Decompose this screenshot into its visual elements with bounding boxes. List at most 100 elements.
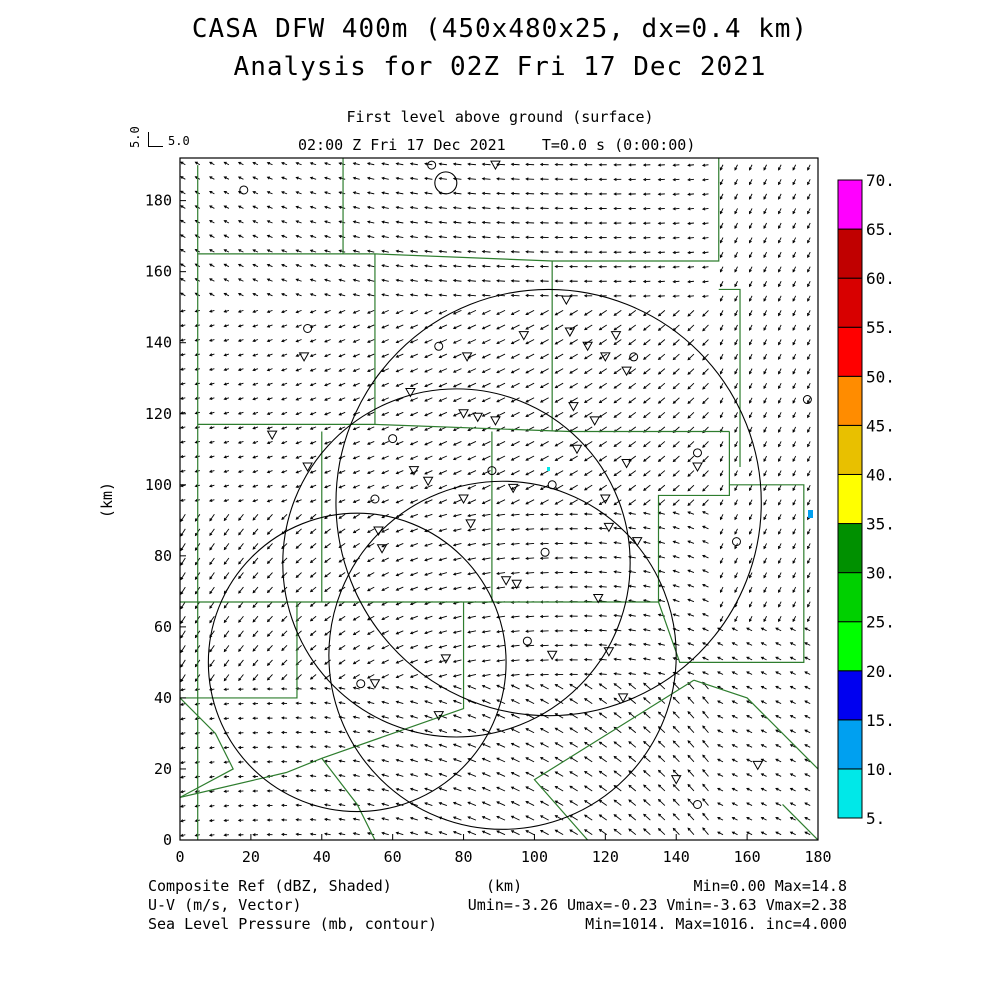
wind-vector-head	[496, 413, 500, 417]
wind-vector-head	[381, 729, 385, 733]
wind-vector	[687, 569, 695, 573]
wind-vector	[792, 499, 797, 506]
wind-vector-head	[281, 618, 285, 622]
wind-vector	[763, 586, 768, 593]
wind-vector-head	[657, 386, 662, 390]
wind-vector	[353, 803, 360, 806]
wind-vector-head	[657, 755, 662, 759]
colorbar-label: 65.	[866, 220, 895, 239]
wind-vector	[525, 771, 535, 777]
wind-vector	[396, 177, 404, 180]
station-triangle-marker	[518, 331, 530, 341]
wind-vector-head	[657, 696, 662, 701]
wind-vector	[439, 324, 448, 329]
wind-vector	[702, 798, 709, 806]
station-triangle-marker	[490, 416, 501, 426]
wind-vector-head	[338, 278, 342, 282]
wind-vector-head	[510, 177, 515, 181]
wind-vector	[599, 712, 608, 719]
wind-vector	[643, 755, 651, 763]
wind-vector-head	[266, 382, 271, 386]
wind-vector-head	[731, 627, 735, 631]
wind-vector-head	[180, 518, 184, 523]
county-boundary	[180, 602, 465, 798]
wind-vector	[673, 511, 680, 515]
station-marker-layer	[239, 160, 813, 809]
wind-vector-head	[569, 727, 573, 731]
wind-vector	[439, 397, 448, 402]
wind-vector-head	[628, 192, 632, 196]
wind-vector	[396, 368, 404, 373]
wind-vector-head	[719, 604, 723, 608]
wind-vector-head	[539, 457, 544, 461]
wind-vector	[252, 528, 259, 535]
wind-vector	[453, 411, 462, 417]
wind-vector-head	[525, 443, 529, 447]
wind-vector	[792, 412, 797, 418]
wind-vector-head	[295, 759, 299, 764]
wind-vector	[525, 484, 535, 490]
wind-vector-head	[366, 264, 371, 268]
wind-vector-head	[194, 338, 198, 342]
wind-vector-head	[467, 543, 471, 547]
wind-vector	[496, 630, 506, 633]
wind-vector	[410, 615, 418, 620]
wind-vector-head	[687, 415, 691, 419]
wind-vector-head	[266, 397, 271, 401]
wind-vector	[792, 543, 797, 549]
wind-vector-head	[554, 370, 558, 374]
wind-vector	[643, 382, 651, 389]
wind-vector	[367, 455, 375, 460]
wind-vector-head	[309, 716, 314, 720]
wind-vector	[310, 645, 317, 651]
station-triangle-marker	[568, 402, 579, 412]
wind-vector-head	[252, 774, 256, 779]
wind-vector-head	[763, 458, 767, 462]
wind-vector	[324, 441, 331, 445]
wind-vector-head	[613, 814, 617, 818]
wind-vector-head	[525, 728, 529, 731]
wind-vector-head	[424, 816, 428, 820]
wind-vector	[396, 572, 404, 576]
wind-vector-head	[789, 758, 794, 762]
wind-vector	[511, 251, 520, 253]
wind-vector-head	[583, 294, 588, 298]
wind-vector	[702, 813, 709, 821]
wind-vector	[775, 686, 782, 690]
wind-vector-head	[338, 530, 342, 534]
wind-vector	[339, 484, 346, 489]
wind-vector-head	[409, 311, 414, 315]
wind-vector-head	[280, 774, 285, 778]
wind-vector	[324, 615, 331, 621]
wind-vector-head	[525, 472, 529, 476]
wind-vector-head	[539, 512, 544, 517]
wind-vector	[734, 557, 738, 564]
wind-vector	[468, 557, 477, 561]
wind-vector	[339, 745, 346, 748]
wind-vector-head	[223, 687, 227, 691]
wind-vector-head	[763, 546, 767, 550]
wind-vector-head	[266, 648, 271, 652]
wind-vector-head	[702, 473, 706, 477]
wind-vector	[396, 382, 404, 387]
wind-vector	[238, 659, 244, 667]
wind-vector-head	[223, 205, 227, 209]
wind-vector	[775, 715, 782, 719]
wind-vector	[687, 540, 695, 544]
wind-vector-head	[381, 617, 385, 621]
wind-vector	[673, 828, 680, 835]
wind-vector-head	[237, 309, 242, 313]
wind-vector	[613, 785, 622, 792]
wind-vector-head	[719, 487, 723, 492]
wind-vector	[453, 441, 462, 446]
wind-vector	[482, 816, 491, 821]
wind-vector	[223, 557, 230, 565]
colorbar-label: 25.	[866, 613, 895, 632]
wind-vector-head	[223, 190, 227, 194]
wind-vector	[614, 527, 622, 530]
wind-vector-head	[467, 279, 471, 283]
wind-vector-head	[496, 370, 500, 374]
wind-vector-head	[642, 613, 647, 617]
wind-vector	[526, 557, 535, 560]
wind-vector-head	[734, 254, 738, 259]
